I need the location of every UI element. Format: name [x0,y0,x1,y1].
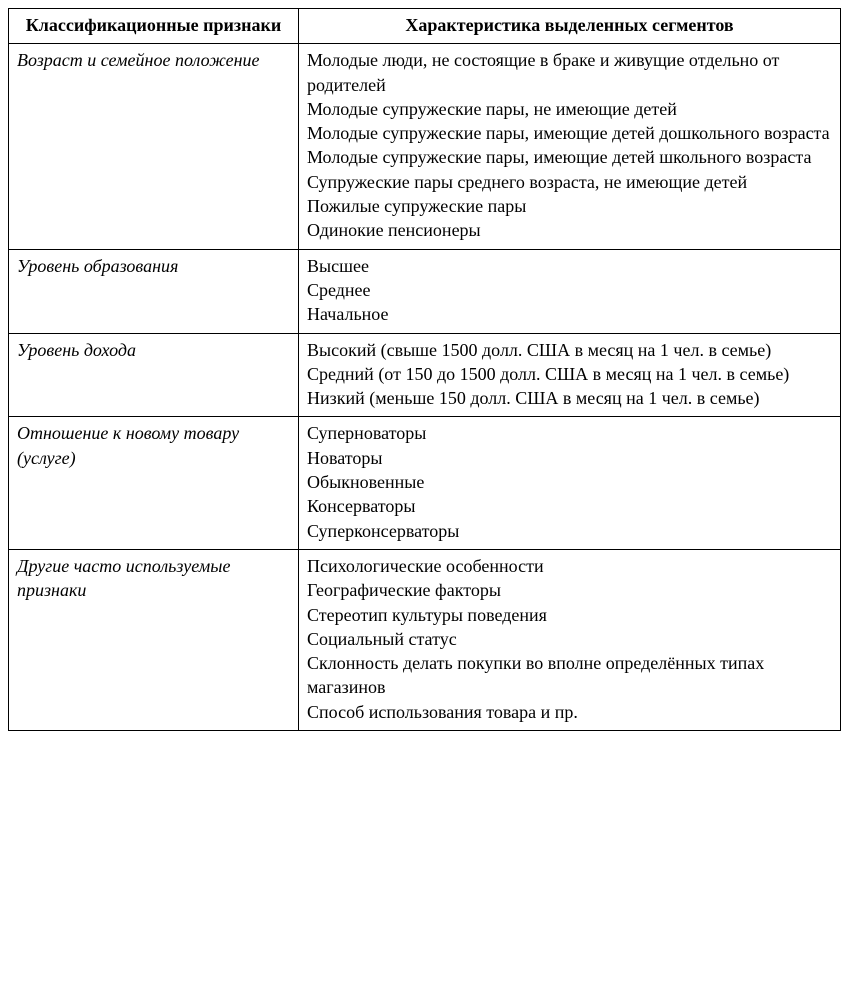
feature-cell: Другие часто используемые признаки [9,549,299,730]
feature-cell: Возраст и семейное положение [9,44,299,249]
characteristic-line: Социальный статус [307,627,832,651]
characteristic-line: Высшее [307,254,832,278]
characteristic-line: Начальное [307,302,832,326]
characteristic-line: Молодые люди, не состоящие в браке и жив… [307,48,832,97]
characteristic-line: Низкий (меньше 150 долл. США в месяц на … [307,386,832,410]
header-col1: Классификационные признаки [9,9,299,44]
table-header-row: Классификационные признаки Характеристик… [9,9,841,44]
characteristic-line: Молодые супружеские пары, имеющие детей … [307,121,832,145]
characteristic-line: Молодые супружеские пары, не имеющие дет… [307,97,832,121]
feature-cell: Уровень образования [9,249,299,333]
characteristic-line: Консерваторы [307,494,832,518]
header-col2: Характеристика выделенных сегментов [299,9,841,44]
characteristic-cell: ВысшееСреднееНачальное [299,249,841,333]
characteristic-line: Обыкновенные [307,470,832,494]
table-row: Другие часто используемые признакиПсихол… [9,549,841,730]
characteristic-line: Супружеские пары среднего возраста, не и… [307,170,832,194]
characteristic-line: Суперноваторы [307,421,832,445]
characteristic-line: Суперконсерваторы [307,519,832,543]
table-row: Уровень образованияВысшееСреднееНачально… [9,249,841,333]
table-row: Уровень дохода Высокий (свыше 1500 долл. … [9,333,841,417]
characteristic-line: Молодые супружеские пары, имеющие детей … [307,145,832,169]
characteristic-cell: СуперноваторыНоваторыОбыкновенныеКонсерв… [299,417,841,549]
feature-cell: Уровень дохода [9,333,299,417]
characteristic-cell: Высокий (свыше 1500 долл. США в месяц на… [299,333,841,417]
characteristic-line: Одинокие пенсионеры [307,218,832,242]
characteristic-line: Средний (от 150 до 1500 долл. США в меся… [307,362,832,386]
characteristic-line: Способ использования товара и пр. [307,700,832,724]
characteristic-line: Высокий (свыше 1500 долл. США в месяц на… [307,338,832,362]
characteristic-line: Пожилые супружеские пары [307,194,832,218]
characteristic-line: Психологические особенности [307,554,832,578]
characteristic-line: Склонность делать покупки во вполне опре… [307,651,832,700]
segmentation-table: Классификационные признаки Характеристик… [8,8,841,731]
characteristic-cell: Психологические особенности Географическ… [299,549,841,730]
characteristic-line: Стереотип культуры поведения [307,603,832,627]
characteristic-cell: Молодые люди, не состоящие в браке и жив… [299,44,841,249]
table-row: Отношение к новому товару (услуге)Суперн… [9,417,841,549]
feature-cell: Отношение к новому товару (услуге) [9,417,299,549]
characteristic-line: Новаторы [307,446,832,470]
characteristic-line: Среднее [307,278,832,302]
table-body: Возраст и семейное положениеМолодые люди… [9,44,841,731]
characteristic-line: Географические факторы [307,578,832,602]
table-row: Возраст и семейное положениеМолодые люди… [9,44,841,249]
